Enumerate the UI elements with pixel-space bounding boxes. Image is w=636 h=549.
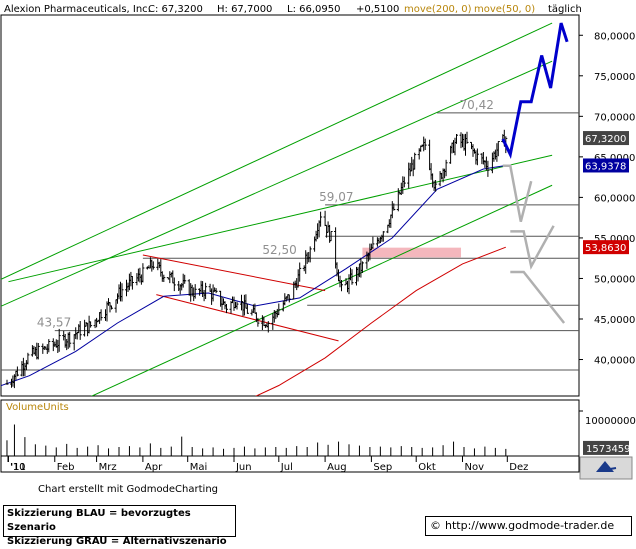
x-tick-label: Apr — [145, 462, 163, 473]
ma200-legend: move(200, 0) — [404, 4, 472, 15]
chart-title: Alexion Pharmaceuticals, Inc. — [4, 4, 151, 15]
grey-scenario-path — [502, 164, 533, 223]
copyright-icon: © — [430, 519, 441, 532]
price-label: 53,8630 — [585, 243, 626, 254]
x-tick-label: Feb — [57, 462, 75, 473]
x-tick-label: Jun — [235, 462, 252, 473]
x-tick-label: '10 — [10, 462, 25, 473]
high-value: H: 67,7000 — [217, 4, 272, 15]
scroll-navigator[interactable] — [579, 456, 633, 480]
website-link[interactable]: © http://www.godmode-trader.de — [425, 516, 632, 536]
gap-zone — [362, 247, 462, 258]
price-label: 63,9378 — [585, 161, 626, 172]
price-label-box — [583, 240, 629, 255]
x-tick-label: Nov — [465, 462, 485, 473]
ma200-line — [255, 246, 506, 396]
chart-credit: Chart erstellt mit GodmodeCharting — [38, 484, 218, 495]
close-value: C: 67,3200 — [148, 4, 203, 15]
y-tick-label: 50,0000 — [594, 274, 635, 285]
y-tick-label: 55,0000 — [594, 234, 635, 245]
x-tick-label: Dez — [509, 462, 528, 473]
level-label: 43,57 — [37, 316, 71, 330]
grey-scenario-path — [510, 225, 555, 270]
trend-line — [90, 184, 553, 396]
price-chart: Alexion Pharmaceuticals, Inc. C: 67,3200… — [0, 4, 636, 480]
trend-line — [1, 22, 553, 280]
ma50-legend: move(50, 0) — [474, 4, 535, 15]
x-tick-label: Sep — [373, 462, 392, 473]
level-label: 59,07 — [319, 190, 353, 204]
x-tick-label: '11 — [10, 462, 25, 473]
scenario-legend: Skizzierung BLAU = bevorzugtes Szenario … — [3, 505, 236, 547]
low-value: L: 66,0950 — [287, 4, 340, 15]
volume-ytick: 10000000 — [585, 416, 636, 427]
x-tick-label: Mrz — [99, 462, 117, 473]
y-tick-label: 65,0000 — [594, 153, 635, 164]
price-label-box — [583, 158, 629, 173]
price-label: 67,3200 — [585, 134, 626, 145]
level-label: 70,42 — [460, 98, 494, 112]
volume-current-box — [583, 440, 629, 455]
volume-label: VolumeUnits — [6, 402, 69, 413]
downtrend-channel-line — [156, 294, 339, 342]
website-url[interactable]: http://www.godmode-trader.de — [445, 519, 615, 532]
axis-frame — [0, 455, 580, 473]
y-tick-label: 80,0000 — [594, 31, 635, 42]
y-tick-label: 40,0000 — [594, 356, 635, 367]
x-tick-label: Mai — [190, 462, 208, 473]
trend-line — [8, 154, 553, 283]
level-label: 52,50 — [262, 243, 296, 257]
legend-grey: Skizzierung GRAU = Alternativszenario — [7, 536, 227, 547]
y-tick-label: 45,0000 — [594, 315, 635, 326]
change-value: +0,5100 — [356, 4, 399, 15]
period-label: täglich — [548, 4, 582, 15]
navigation-arrow-icon-stem — [603, 467, 617, 471]
price-label-box — [583, 131, 629, 146]
x-tick-label: Aug — [327, 462, 347, 473]
x-tick-label: Jul — [280, 462, 293, 473]
y-tick-label: 70,0000 — [594, 112, 635, 123]
ma50-line — [1, 165, 506, 387]
volume-current-label: 1573459 — [586, 444, 631, 455]
trend-line — [1, 60, 553, 307]
x-tick-label: Okt — [418, 462, 436, 473]
legend-blue: Skizzierung BLAU = bevorzugtes Szenario — [7, 508, 191, 533]
y-tick-label: 60,0000 — [594, 193, 635, 204]
plot-frame — [0, 14, 580, 397]
blue-scenario-path — [501, 22, 569, 160]
y-tick-label: 75,0000 — [594, 72, 635, 83]
grey-scenario-path — [510, 270, 566, 324]
